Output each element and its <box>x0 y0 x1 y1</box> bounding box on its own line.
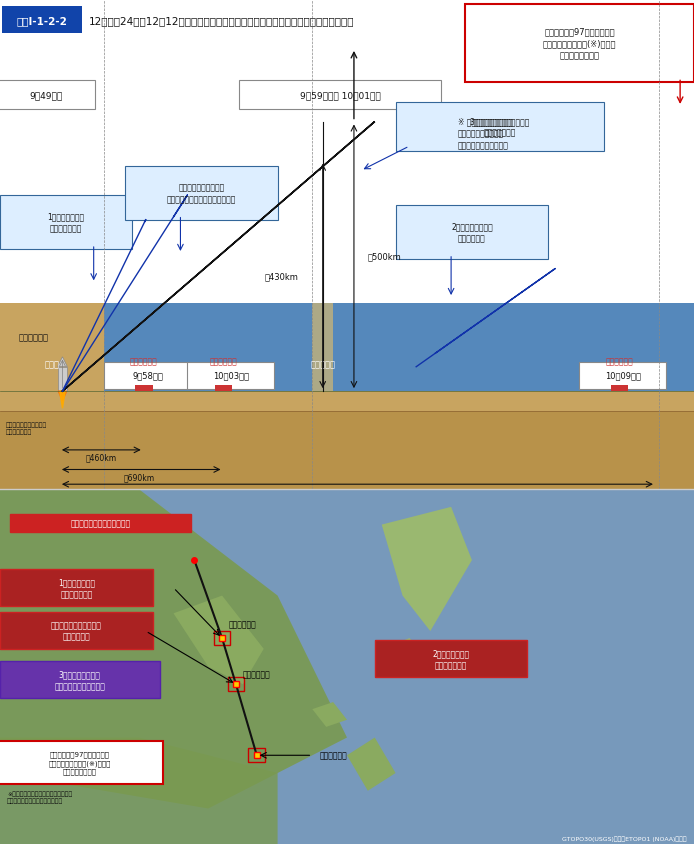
FancyBboxPatch shape <box>396 103 604 152</box>
Text: 約690km: 約690km <box>124 473 154 482</box>
Polygon shape <box>60 392 65 408</box>
Bar <box>228 678 244 691</box>
Text: 予告落下区域: 予告落下区域 <box>130 357 158 365</box>
Bar <box>312 304 333 392</box>
Text: 図表I-1-2-2: 図表I-1-2-2 <box>17 16 67 26</box>
Text: 12（平成24）年12月12日の北朝鮮による「人工衛星」と称するミサイル発射について: 12（平成24）年12月12日の北朝鮮による「人工衛星」と称するミサイル発射につ… <box>89 16 355 26</box>
Text: 予告落下区域: 予告落下区域 <box>319 751 347 760</box>
Text: 3段目の推進装置とみられる
ものを含む物体: 3段目の推進装置とみられる ものを含む物体 <box>470 116 530 138</box>
Text: ※当該物体が人工衛星としての機能を
果たしているとは考えられない。: ※当該物体が人工衛星としての機能を 果たしているとは考えられない。 <box>7 791 72 803</box>
Bar <box>611 386 628 392</box>
Text: ※ 当該物体が人工衛星と
しての機能を果たして
いるとは考えられない。: ※ 当該物体が人工衛星と しての機能を果たして いるとは考えられない。 <box>458 117 513 150</box>
Text: 予告落下区域: 予告落下区域 <box>229 619 257 629</box>
FancyBboxPatch shape <box>187 362 274 389</box>
Bar <box>135 386 153 392</box>
FancyBboxPatch shape <box>375 640 527 678</box>
Polygon shape <box>382 507 472 631</box>
Text: 9時49分頃: 9時49分頃 <box>30 91 63 100</box>
Text: 9時59分頃～ 10時01分頃: 9時59分頃～ 10時01分頃 <box>300 91 380 100</box>
Text: 予告落下区域: 予告落下区域 <box>243 669 271 679</box>
Polygon shape <box>0 738 278 844</box>
Text: 2段目の推進装置と
みられる物体: 2段目の推進装置と みられる物体 <box>451 222 493 243</box>
Polygon shape <box>58 357 67 367</box>
FancyBboxPatch shape <box>0 662 160 699</box>
Text: 10時09分頃: 10時09分頃 <box>605 371 641 380</box>
Bar <box>215 386 232 392</box>
Text: 予告落下区域: 予告落下区域 <box>210 357 237 365</box>
Text: 軌道傾斜角約97度の地球周回
軌道に何らかの物体(※)を投入
させたものと推定: 軌道傾斜角約97度の地球周回 軌道に何らかの物体(※)を投入 させたものと推定 <box>49 750 111 774</box>
Text: 10時03分頃: 10時03分頃 <box>212 371 249 380</box>
Text: 2段目の推進装置
とみられる物体: 2段目の推進装置 とみられる物体 <box>432 648 470 669</box>
FancyBboxPatch shape <box>0 612 153 649</box>
Text: 先端部の「外郭覆い」と
みられる物体: 先端部の「外郭覆い」と みられる物体 <box>51 620 102 641</box>
Text: 約500km: 約500km <box>368 252 402 262</box>
Polygon shape <box>174 596 264 684</box>
Text: 約430km: 約430km <box>264 272 298 281</box>
FancyBboxPatch shape <box>125 166 278 220</box>
Text: ミサイル発射: ミサイル発射 <box>19 333 49 343</box>
FancyBboxPatch shape <box>0 741 163 784</box>
Bar <box>104 304 694 392</box>
Text: 約460km: 約460km <box>86 453 117 463</box>
FancyBboxPatch shape <box>10 514 191 532</box>
Polygon shape <box>0 490 347 809</box>
Polygon shape <box>382 638 430 667</box>
Polygon shape <box>347 738 396 791</box>
FancyBboxPatch shape <box>0 81 95 110</box>
Text: 北朝鮮: 北朝鮮 <box>44 360 60 369</box>
FancyBboxPatch shape <box>465 5 694 84</box>
FancyBboxPatch shape <box>239 81 441 110</box>
Text: 1段目の推進装置
とみられる物体: 1段目の推進装置 とみられる物体 <box>47 213 85 233</box>
Text: GTOPO30(USGS)およびETOPO1 (NOAA)を使用: GTOPO30(USGS)およびETOPO1 (NOAA)を使用 <box>562 836 687 841</box>
FancyBboxPatch shape <box>104 362 191 389</box>
Polygon shape <box>58 392 67 402</box>
FancyBboxPatch shape <box>0 569 153 607</box>
Bar <box>248 749 265 762</box>
Text: 予告落下区域: 予告落下区域 <box>605 357 633 365</box>
Text: わが国領域: わが国領域 <box>310 360 335 369</box>
Bar <box>214 631 230 646</box>
Polygon shape <box>312 702 347 727</box>
FancyBboxPatch shape <box>0 196 132 250</box>
Text: 1段目の推進装置
とみられる物体: 1段目の推進装置 とみられる物体 <box>58 577 95 598</box>
Text: 9時58分頃: 9時58分頃 <box>132 371 163 380</box>
FancyBboxPatch shape <box>579 362 666 389</box>
Text: 約2,600km: 約2,600km <box>338 488 377 496</box>
Text: 東倉里（トンチャンリ）地区: 東倉里（トンチャンリ）地区 <box>71 519 130 528</box>
FancyBboxPatch shape <box>58 367 67 392</box>
Bar <box>0 304 104 392</box>
Bar <box>0 411 694 490</box>
Text: 3段目の推進装置と
みられるものを含む物体: 3段目の推進装置と みられるものを含む物体 <box>54 670 105 690</box>
Text: 先端部の「外郭覆い」
（フェアリング）とみられる物体: 先端部の「外郭覆い」 （フェアリング）とみられる物体 <box>167 183 236 203</box>
FancyBboxPatch shape <box>396 206 548 259</box>
Text: 軌道傾斜角約97度の地球周回
軌道に何らかの物体(※)を投入
させたものと推定: 軌道傾斜角約97度の地球周回 軌道に何らかの物体(※)を投入 させたものと推定 <box>543 28 616 60</box>
Bar <box>0 392 694 411</box>
FancyBboxPatch shape <box>2 8 82 35</box>
Text: 東倉里（トンチャンリ）
地区からの距離: 東倉里（トンチャンリ） 地区からの距離 <box>6 422 46 435</box>
